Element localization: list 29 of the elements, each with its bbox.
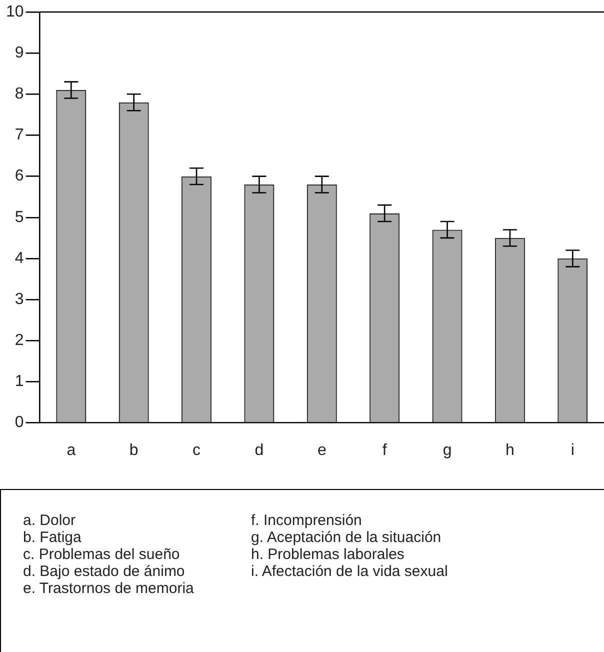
x-tick-label: g <box>442 442 452 459</box>
y-tick-label: 6 <box>14 168 24 185</box>
x-tick-label: a <box>66 442 76 459</box>
text: i. Afectación de la vida sexual <box>251 563 449 580</box>
y-tick-label: 9 <box>14 44 24 62</box>
y-tick-label: 7 <box>14 126 24 144</box>
text: d. Bajo estado de ánimo <box>23 563 186 580</box>
text: b. Fatiga <box>23 529 82 546</box>
x-tick-label: i <box>570 442 574 459</box>
y-tick-label: 1 <box>14 373 24 390</box>
text: h. Problemas laborales <box>251 546 406 563</box>
text: f. Incomprensión <box>251 512 363 529</box>
x-tick-label: f <box>382 442 388 459</box>
x-tick-label: e <box>317 442 326 459</box>
y-tick-label: 0 <box>14 414 24 432</box>
x-tick-label: h <box>506 442 514 459</box>
text: c. Problemas del sueño <box>23 546 181 563</box>
x-tick-label: d <box>254 442 264 459</box>
x-tick-label: b <box>129 442 138 459</box>
y-tick-label: 2 <box>14 332 24 350</box>
y-tick-label: 10 <box>6 3 24 20</box>
y-tick-label: 4 <box>14 250 24 267</box>
text: g. Aceptación de la situación <box>251 529 442 546</box>
text: a. Dolor <box>23 512 77 529</box>
y-tick-label: 8 <box>14 86 24 103</box>
text: e. Trastornos de memoria <box>23 580 195 597</box>
y-tick-label: 3 <box>14 290 24 308</box>
x-tick-label: c <box>192 442 201 459</box>
y-tick-label: 5 <box>14 208 24 226</box>
